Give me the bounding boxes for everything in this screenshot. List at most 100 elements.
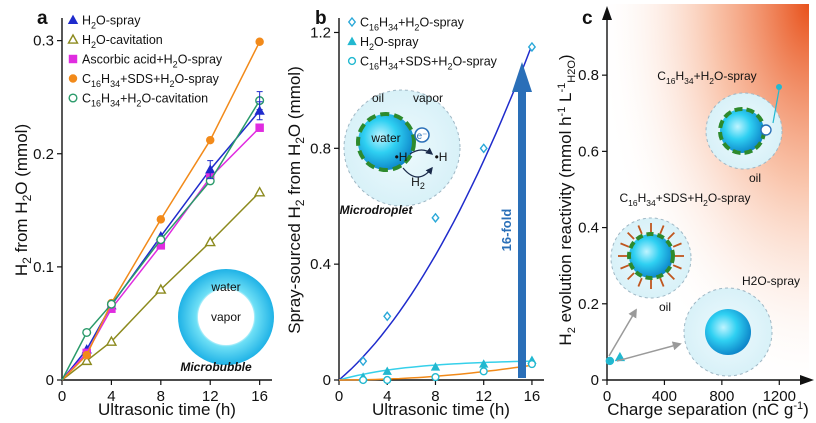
panel-a-data-point <box>155 283 167 294</box>
panel-a-data-point <box>81 354 93 366</box>
panel-a-legend-marker <box>68 93 78 103</box>
sds-tail <box>659 277 665 287</box>
sds-diagram-label: C16H34+SDS+H2O-spray <box>619 191 750 208</box>
panel-b-frame <box>338 18 544 381</box>
h-to-h-arrow <box>409 147 434 155</box>
x-tick-label: 16 <box>251 388 268 405</box>
panel-b-data-point <box>383 311 392 322</box>
x-tick-label: 12 <box>202 388 219 405</box>
panel-a-series-line <box>61 100 261 381</box>
panel-a-legend: H2O-spray H2O-cavitation Ascorbic acid+H2O… <box>67 14 223 109</box>
h-radical-right: •H <box>435 150 448 164</box>
water-spray-droplet-diagram: H2O-spray <box>683 274 800 377</box>
water-spray-core <box>705 309 751 355</box>
panel-b-data-point <box>479 367 488 376</box>
sds-tail <box>637 225 643 235</box>
panel-b-x-axis-label: Ultrasonic time (h) <box>372 400 510 419</box>
sds-tail <box>659 225 665 235</box>
panel-letter-a: a <box>37 8 48 29</box>
panel-a-data-point <box>105 335 118 346</box>
panel-a-legend-marker <box>68 74 78 83</box>
sixteen-fold-arrow-shaft <box>518 88 526 378</box>
sds-tail <box>627 272 635 280</box>
sds-tail <box>667 272 675 280</box>
panel-a-data-point <box>156 235 166 245</box>
panel-c-y-axis-arrowhead <box>602 6 612 20</box>
panel-b-data-point <box>382 366 392 375</box>
hexadecane-electron <box>760 124 772 136</box>
x-tick-label: 16 <box>524 388 541 405</box>
panel-a-legend-label: H2O-cavitation <box>82 33 163 50</box>
y-tick-label: 0 <box>591 372 599 389</box>
panel-a-error-bar <box>256 91 263 111</box>
panel-a-data-point <box>255 37 264 46</box>
panel-a-legend-marker <box>67 33 79 44</box>
y-tick-label: 0 <box>46 372 54 389</box>
panel-a-legend-marker <box>68 54 78 64</box>
panel-c-data-point <box>605 356 615 366</box>
panel-b-legend: C16H34+H2O-spray H2O-spray C16H34+SDS+H2O-… <box>347 16 498 72</box>
electron-bubble <box>414 127 430 143</box>
panel-a-series-line <box>61 41 261 381</box>
microdroplet-caption: Microdroplet <box>340 203 414 217</box>
arrow-to-water-diagram <box>616 341 682 362</box>
sds-surfactant-tails <box>618 223 684 289</box>
x-tick-label: 0 <box>335 388 343 405</box>
y-tick-label: 0 <box>323 372 331 389</box>
panel-a-x-axis-label: Ultrasonic time (h) <box>98 400 236 419</box>
panel-a-data-point <box>253 186 266 197</box>
panel-b-legend-marker <box>347 16 357 28</box>
to-h2-arrow <box>402 166 433 178</box>
panel-a-y-axis-label: H2 from H2O (mmol) <box>12 124 34 276</box>
hexadecane-diagram-label: C16H34+H2O-spray <box>657 69 756 86</box>
y-tick-label: 0.8 <box>310 140 331 157</box>
h-radical-left: •H <box>395 150 408 164</box>
microdroplet-inset: water oil vapor e⁻ •H •H H2 Microdroplet <box>340 89 461 217</box>
x-tick-label: 8 <box>157 388 165 405</box>
panel-a-data-point <box>82 350 91 360</box>
sds-tail <box>672 242 682 248</box>
x-tick-label: 1200 <box>763 388 796 405</box>
microdroplet-core <box>356 112 416 172</box>
panel-b-fit-curve <box>338 44 533 381</box>
y-tick-label: 0.4 <box>310 256 331 273</box>
x-tick-label: 8 <box>431 388 439 405</box>
microbubble-vapor-label: vapor <box>211 310 241 324</box>
sixteen-fold-arrow: 16-fold <box>499 62 532 378</box>
panel-c-x-axis-label: Charge separation (nC g-1) <box>607 400 809 419</box>
sds-droplet-diagram: C16H34+SDS+H2O-spray oil <box>610 191 751 314</box>
electron-symbol: e⁻ <box>417 131 428 142</box>
panel-b-legend-marker <box>347 36 357 46</box>
x-tick-label: 800 <box>709 388 734 405</box>
x-tick-label: 0 <box>603 388 611 405</box>
panel-b-legend-label: C16H34+H2O-spray <box>360 16 465 33</box>
sds-tail <box>627 232 635 240</box>
panel-a-legend-label: C16H34+SDS+H2O-spray <box>82 72 220 89</box>
hexadecane-oil-label: oil <box>749 171 761 185</box>
panel-b-data-point <box>527 41 537 53</box>
sixteen-fold-arrow-head <box>512 62 532 92</box>
panel-letter-c: c <box>582 8 593 29</box>
sds-tail <box>667 232 675 240</box>
y-tick-label: 1.2 <box>310 24 331 41</box>
y-tick-label: 0.2 <box>578 296 599 313</box>
panel-b-data-point <box>383 375 392 385</box>
hexadecane-droplet-core <box>718 107 766 155</box>
x-tick-label: 12 <box>475 388 492 405</box>
sds-tail <box>637 277 643 287</box>
arrow-to-sds-diagram <box>608 308 637 357</box>
panel-b-legend-marker <box>347 56 357 66</box>
panel-a-data-point <box>206 135 215 145</box>
panel-a-data-point <box>106 299 116 309</box>
panel-c-x-axis-arrowhead <box>800 375 814 385</box>
panel-a-legend-label: Ascorbic acid+H2O-spray <box>82 53 223 70</box>
y-tick-label: 0.4 <box>578 220 599 237</box>
microbubble-caption: Microbubble <box>180 360 252 374</box>
y-tick-label: 0.3 <box>33 33 54 50</box>
microdroplet-oil-label: oil <box>372 91 384 105</box>
panel-a-data-point <box>82 327 92 338</box>
ejected-droplet <box>776 84 782 90</box>
panel-a-series-line <box>61 127 261 381</box>
panel-a-legend-marker <box>67 14 79 24</box>
